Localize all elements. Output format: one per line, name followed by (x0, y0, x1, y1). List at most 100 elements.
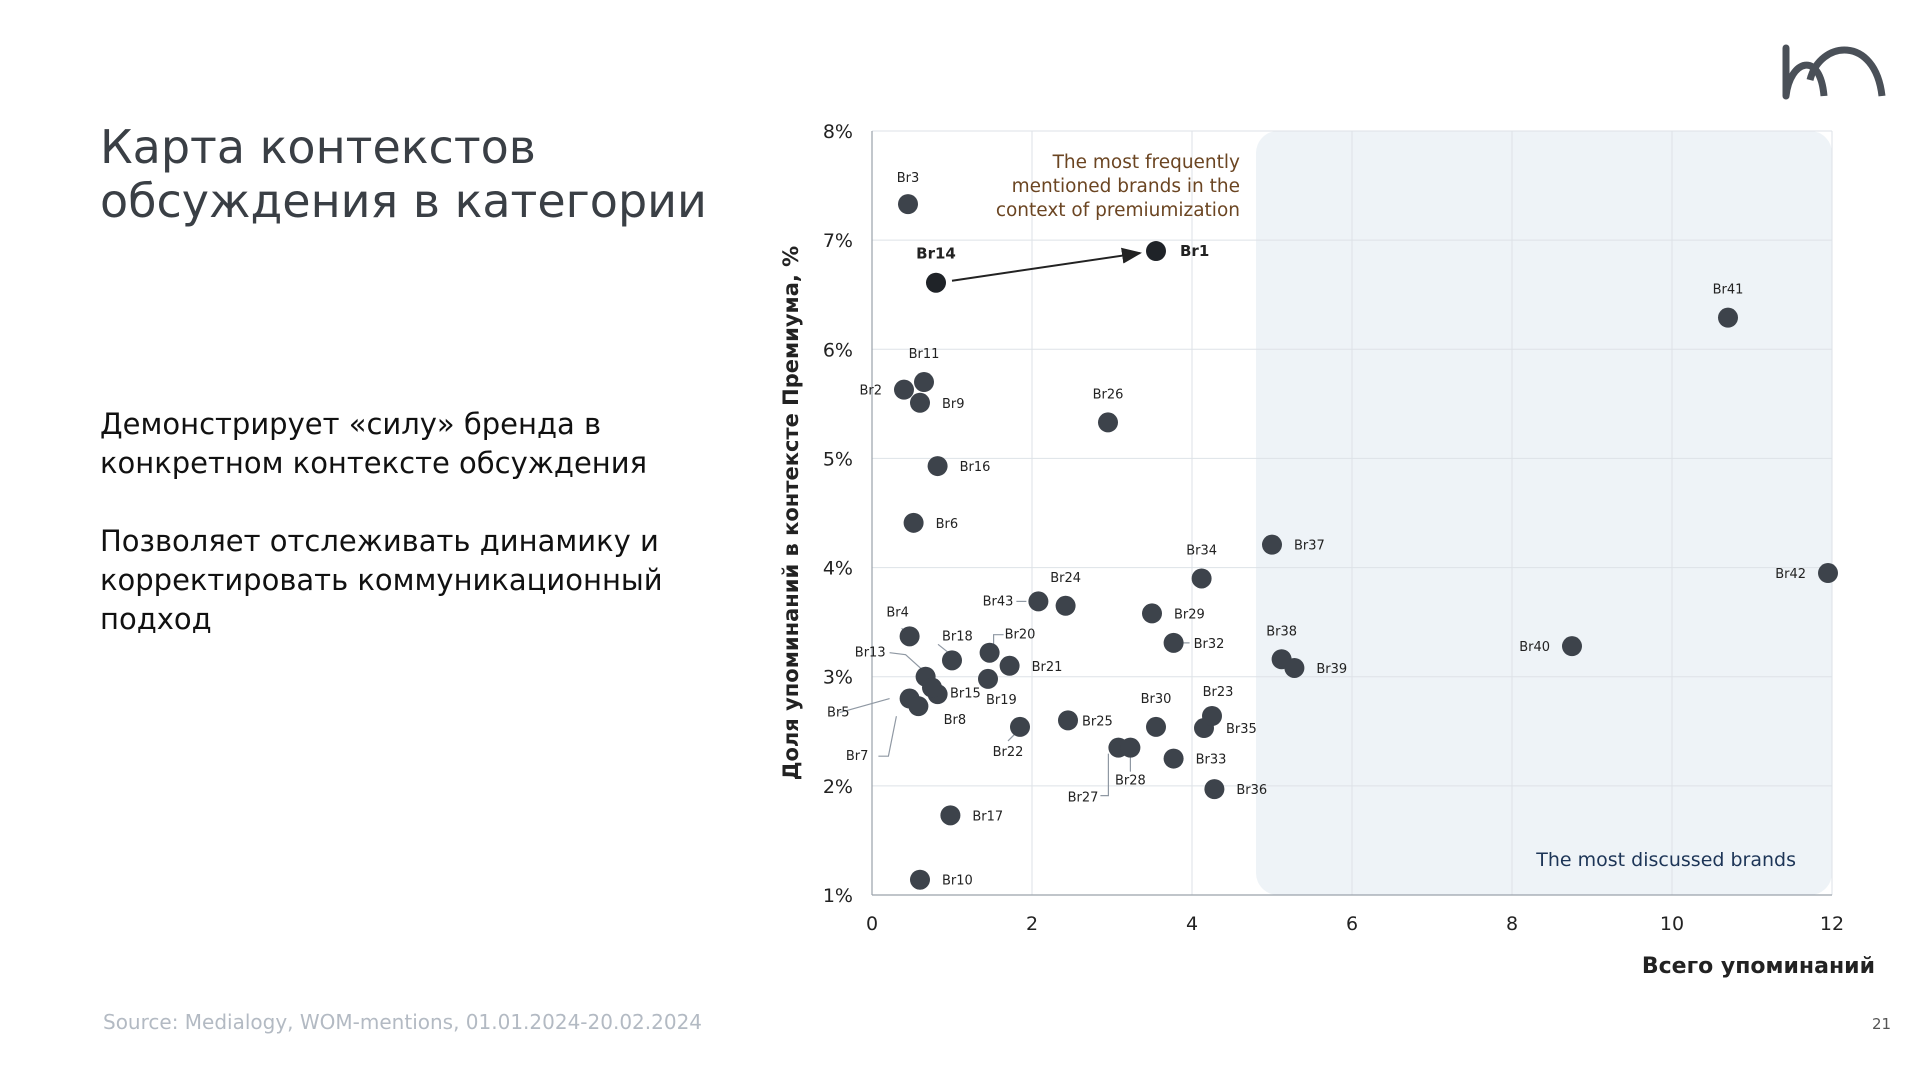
point-label-br8: Br8 (944, 713, 967, 728)
point-label-br30: Br30 (1141, 692, 1172, 707)
x-tick-label: 6 (1346, 913, 1358, 935)
point-br6 (903, 512, 924, 533)
annotation-text: The most frequently (1052, 152, 1240, 173)
point-br10 (910, 869, 930, 890)
point-label-br22: Br22 (993, 745, 1024, 760)
point-br2 (894, 379, 914, 400)
point-br20 (979, 642, 1000, 663)
x-axis-title: Всего упоминаний (1642, 954, 1875, 979)
leader-line-br18 (937, 643, 949, 653)
point-label-br14: Br14 (916, 245, 956, 263)
point-br22 (1010, 716, 1030, 737)
point-br26 (1098, 412, 1118, 433)
point-label-br38: Br38 (1266, 624, 1297, 639)
point-br34 (1191, 568, 1212, 589)
point-label-br15: Br15 (950, 687, 981, 702)
description-dynamics: Позволяет отслеживать динамику и коррект… (100, 524, 663, 636)
y-tick-label: 4% (823, 558, 853, 580)
point-label-br43: Br43 (983, 594, 1014, 609)
point-label-br42: Br42 (1775, 567, 1806, 582)
x-tick-label: 0 (866, 913, 878, 935)
point-br18 (942, 650, 962, 671)
point-br33 (1163, 748, 1184, 769)
point-br25 (1058, 710, 1078, 731)
point-label-br6: Br6 (936, 517, 959, 532)
leader-line-br27 (1100, 753, 1109, 797)
point-br43 (1028, 591, 1049, 612)
point-label-br36: Br36 (1236, 783, 1267, 798)
point-label-br7: Br7 (846, 749, 869, 764)
y-tick-label: 1% (823, 885, 853, 907)
point-br11 (914, 372, 934, 393)
point-label-br33: Br33 (1196, 753, 1227, 768)
y-tick-label: 7% (823, 230, 853, 252)
point-label-br26: Br26 (1093, 387, 1124, 402)
point-br3 (898, 194, 918, 215)
point-label-br24: Br24 (1050, 571, 1081, 586)
point-label-br41: Br41 (1713, 283, 1744, 298)
point-label-br19: Br19 (986, 693, 1017, 708)
point-br40 (1562, 636, 1582, 657)
slide-title: Карта контекстов обсуждения в категории (100, 120, 707, 228)
leader-line-br20 (993, 634, 1004, 647)
y-tick-label: 3% (823, 667, 853, 689)
point-br21 (999, 655, 1020, 676)
x-tick-label: 8 (1506, 913, 1518, 935)
point-br14 (926, 272, 946, 293)
point-br39 (1284, 657, 1305, 678)
point-br36 (1204, 779, 1225, 800)
point-br23 (1202, 706, 1222, 727)
point-label-br27: Br27 (1068, 791, 1099, 806)
point-label-br34: Br34 (1186, 543, 1217, 558)
point-br30 (1146, 716, 1166, 737)
point-br4 (899, 626, 920, 647)
point-br15 (922, 677, 942, 698)
y-tick-label: 6% (823, 339, 853, 361)
point-label-br21: Br21 (1032, 660, 1063, 675)
point-label-br13: Br13 (855, 646, 886, 661)
point-label-br17: Br17 (972, 809, 1003, 824)
point-br42 (1818, 563, 1838, 584)
x-tick-label: 10 (1660, 913, 1684, 935)
point-br28 (1120, 737, 1141, 758)
zone-label: The most discussed brands (1535, 849, 1796, 871)
point-br19 (978, 668, 998, 689)
point-label-br29: Br29 (1174, 607, 1205, 622)
point-br29 (1142, 603, 1162, 624)
point-label-br9: Br9 (942, 397, 965, 412)
annotation-text: context of premiumization (996, 200, 1240, 221)
x-tick-label: 2 (1026, 913, 1038, 935)
point-br32 (1163, 632, 1184, 653)
x-tick-label: 12 (1820, 913, 1844, 935)
point-label-br40: Br40 (1519, 640, 1550, 655)
y-tick-label: 2% (823, 776, 853, 798)
y-tick-label: 5% (823, 448, 853, 470)
point-label-br2: Br2 (859, 384, 882, 399)
point-label-br5: Br5 (827, 706, 850, 721)
point-label-br18: Br18 (942, 629, 973, 644)
point-label-br39: Br39 (1316, 662, 1347, 677)
trend-arrow (951, 247, 1142, 282)
point-br7 (908, 696, 929, 717)
point-label-br25: Br25 (1082, 714, 1113, 729)
y-tick-label: 8% (823, 121, 853, 143)
x-tick-label: 4 (1186, 913, 1198, 935)
annotation-text: mentioned brands in the (1012, 176, 1240, 197)
point-br41 (1718, 307, 1738, 328)
leader-line-br5 (839, 697, 890, 714)
point-label-br3: Br3 (897, 171, 920, 186)
point-label-br28: Br28 (1115, 774, 1146, 789)
description-strength: Демонстрирует «силу» бренда в конкретном… (100, 407, 648, 480)
leader-line-br7 (878, 716, 897, 757)
point-br16 (927, 456, 948, 477)
point-label-br10: Br10 (942, 874, 973, 889)
source-note: Source: Medialogy, WOM-mentions, 01.01.2… (103, 1010, 703, 1034)
page-number: 21 (1872, 1015, 1892, 1033)
y-axis-title: Доля упоминаний в контексте Премиума, % (779, 246, 803, 780)
point-br24 (1055, 595, 1076, 616)
point-br1 (1146, 241, 1166, 262)
leader-line-br13 (889, 652, 927, 674)
point-label-br32: Br32 (1194, 637, 1225, 652)
point-label-br35: Br35 (1226, 722, 1257, 737)
